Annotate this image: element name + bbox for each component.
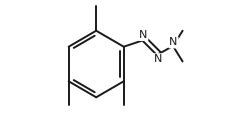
Text: N: N — [139, 30, 147, 40]
Text: N: N — [169, 38, 178, 47]
Text: N: N — [154, 54, 162, 64]
